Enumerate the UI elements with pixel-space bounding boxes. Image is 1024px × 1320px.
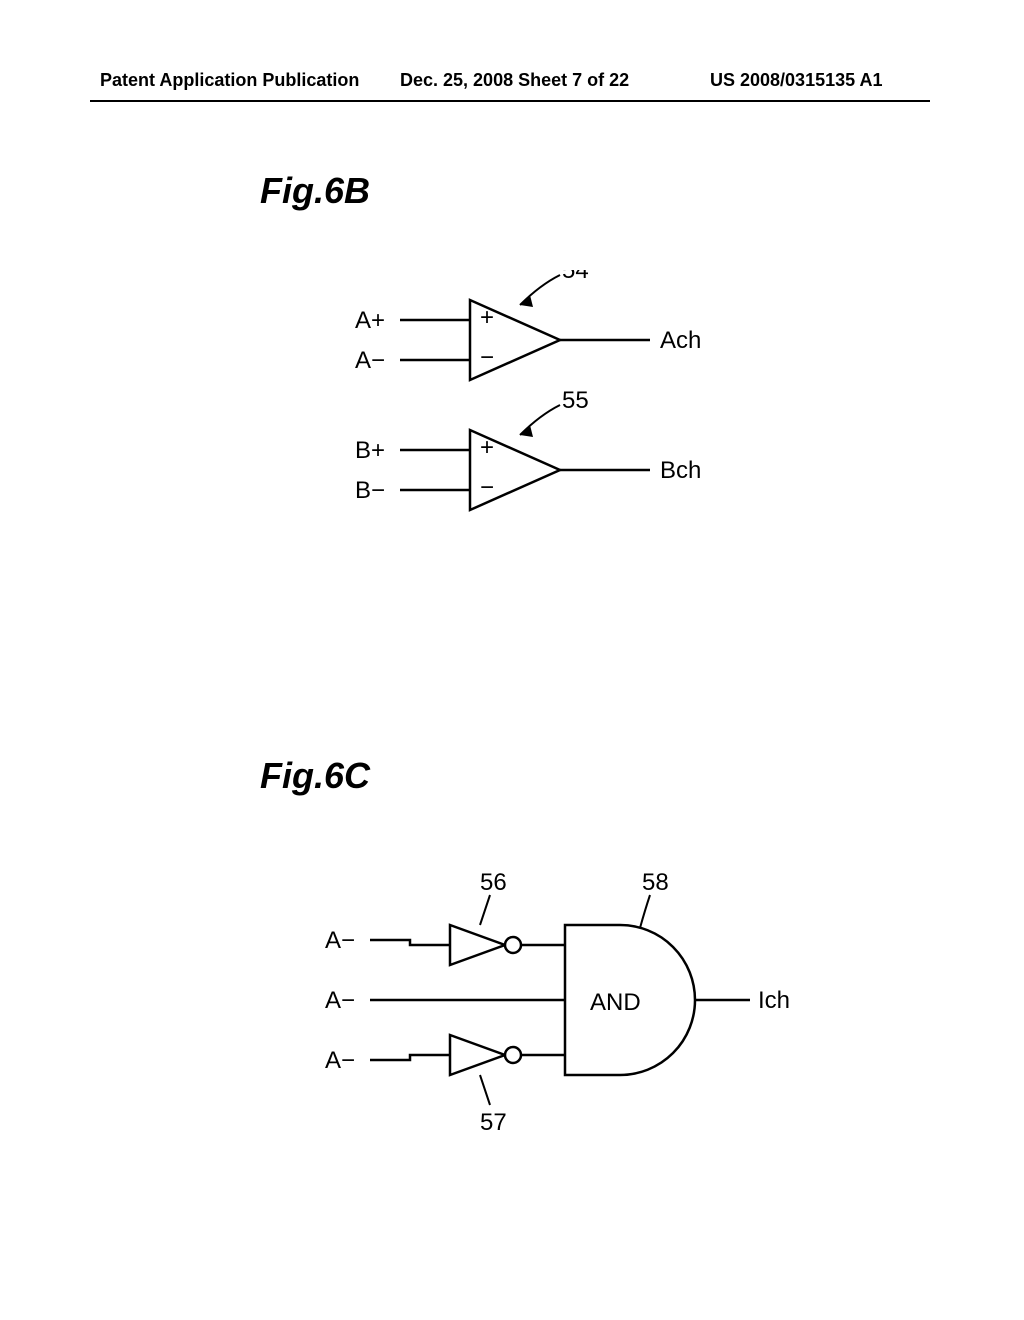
bch-label: Bch [660, 457, 701, 484]
ref-57: 57 [480, 1109, 507, 1136]
a-plus-label: A+ [355, 307, 385, 334]
header-center-text: Dec. 25, 2008 Sheet 7 of 22 [400, 70, 629, 91]
fig6b-diagram: + − + − A+ A− Ach 54 B+ B− Bch 55 [310, 270, 760, 550]
ref-56: 56 [480, 870, 507, 896]
a-minus-label: A− [355, 347, 385, 374]
fig6b-label: Fig.6B [260, 170, 370, 212]
b-plus-label: B+ [355, 437, 385, 464]
and-label: AND [590, 989, 641, 1016]
ach-label: Ach [660, 327, 701, 354]
b-minus-label: B− [355, 477, 385, 504]
in2-label: A− [325, 987, 355, 1014]
minus-sign: − [480, 474, 494, 501]
in3-label: A− [325, 1047, 355, 1074]
header-divider [90, 100, 930, 102]
in1-label: A− [325, 927, 355, 954]
fig6c-diagram: A− A− A− AND Ich 56 57 58 [290, 870, 810, 1150]
fig6c-label: Fig.6C [260, 755, 370, 797]
plus-sign: + [480, 304, 494, 331]
header-left-text: Patent Application Publication [100, 70, 359, 91]
minus-sign: − [480, 344, 494, 371]
ref-55: 55 [562, 387, 589, 414]
ref-58: 58 [642, 870, 669, 896]
plus-sign: + [480, 434, 494, 461]
ich-label: Ich [758, 987, 790, 1014]
ref-54: 54 [562, 270, 589, 284]
header-right-text: US 2008/0315135 A1 [710, 70, 882, 91]
